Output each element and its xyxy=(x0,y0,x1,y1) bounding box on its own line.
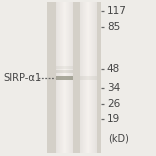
Text: 34: 34 xyxy=(107,83,120,93)
Bar xyxy=(96,2,97,153)
Bar xyxy=(70,2,71,153)
Bar xyxy=(63,2,64,153)
Bar xyxy=(56,76,73,80)
Bar xyxy=(58,2,59,153)
Bar xyxy=(80,2,81,153)
Bar xyxy=(94,2,95,153)
Bar xyxy=(61,2,62,153)
Text: 26: 26 xyxy=(107,99,120,109)
Text: SIRP-α1: SIRP-α1 xyxy=(3,73,41,83)
Bar xyxy=(81,2,82,153)
Bar xyxy=(89,2,90,153)
Bar xyxy=(67,2,68,153)
Bar xyxy=(56,2,73,153)
Bar xyxy=(86,2,87,153)
Text: 48: 48 xyxy=(107,64,120,74)
Bar xyxy=(57,2,58,153)
Text: 85: 85 xyxy=(107,22,120,32)
Bar xyxy=(88,2,89,153)
Bar xyxy=(56,66,73,69)
Bar xyxy=(91,2,92,153)
Bar xyxy=(62,2,63,153)
Bar xyxy=(56,2,57,153)
Bar xyxy=(93,2,94,153)
Bar xyxy=(56,70,73,73)
Bar xyxy=(59,2,60,153)
Text: 19: 19 xyxy=(107,114,120,124)
Bar xyxy=(65,2,66,153)
Bar xyxy=(90,2,91,153)
Bar xyxy=(85,2,86,153)
Bar xyxy=(95,2,96,153)
Bar xyxy=(66,2,67,153)
Bar xyxy=(80,2,97,153)
Bar xyxy=(47,2,101,153)
Bar xyxy=(82,2,83,153)
Bar xyxy=(92,2,93,153)
Bar xyxy=(69,2,70,153)
Text: 117: 117 xyxy=(107,6,127,16)
Bar xyxy=(87,2,88,153)
Bar xyxy=(72,2,73,153)
Bar xyxy=(83,2,84,153)
Bar xyxy=(68,2,69,153)
Bar xyxy=(80,76,97,80)
Text: (kD): (kD) xyxy=(108,133,129,143)
Bar xyxy=(64,2,65,153)
Bar xyxy=(84,2,85,153)
Bar xyxy=(71,2,72,153)
